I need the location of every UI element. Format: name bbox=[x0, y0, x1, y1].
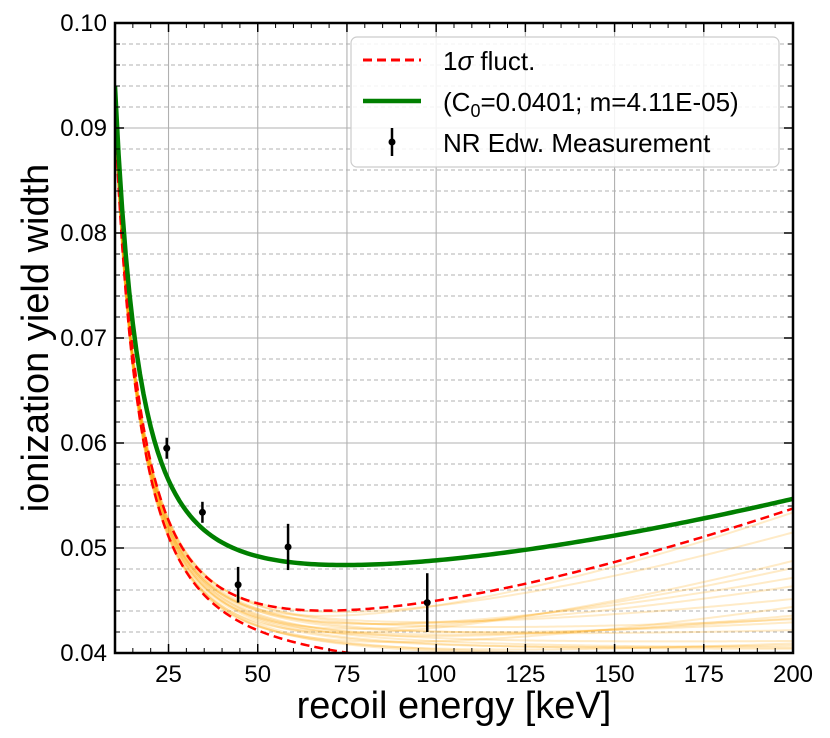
sample-curve bbox=[115, 112, 793, 625]
x-axis-title: recoil energy [keV] bbox=[297, 685, 612, 727]
measurement-point bbox=[423, 599, 431, 607]
y-tick-label: 0.07 bbox=[60, 325, 107, 352]
legend-fit-label: (C0=0.0401; m=4.11E-05) bbox=[443, 87, 739, 121]
sigma-lower-curve bbox=[115, 117, 358, 653]
measurement-points bbox=[163, 437, 431, 632]
y-tick-label: 0.10 bbox=[60, 10, 107, 37]
sample-curve bbox=[115, 114, 793, 636]
sample-curve bbox=[115, 115, 793, 648]
y-tick-label: 0.06 bbox=[60, 430, 107, 457]
sample-curve bbox=[115, 108, 793, 629]
sample-curve bbox=[115, 119, 793, 634]
legend-box bbox=[350, 36, 780, 168]
sigma-upper-curve bbox=[115, 102, 793, 612]
x-tick-label: 125 bbox=[505, 661, 545, 688]
sample-curve bbox=[115, 114, 793, 617]
legend-measurement-label: NR Edw. Measurement bbox=[443, 128, 711, 158]
sample-curve bbox=[115, 112, 793, 643]
measurement-point bbox=[284, 543, 292, 551]
x-tick-label: 50 bbox=[244, 661, 271, 688]
x-tick-label: 200 bbox=[773, 661, 813, 688]
y-tick-label: 0.05 bbox=[60, 535, 107, 562]
sample-curve bbox=[115, 115, 793, 638]
legend: 1σ fluct. (C0=0.0401; m=4.11E-05) NR Edw… bbox=[350, 36, 780, 168]
x-tick-label: 175 bbox=[684, 661, 724, 688]
sample-curve bbox=[115, 114, 793, 650]
sample-curve bbox=[115, 116, 793, 630]
x-tick-label: 100 bbox=[416, 661, 456, 688]
axis-ticks: 25 50 75 100 125 150 175 200 0.04 0.05 0.06 0.07 0.0… bbox=[60, 10, 813, 688]
sample-curve bbox=[115, 109, 793, 623]
sample-curves bbox=[115, 108, 793, 653]
sample-curve bbox=[115, 110, 793, 635]
x-tick-label: 25 bbox=[155, 661, 182, 688]
sample-curve bbox=[115, 110, 793, 614]
legend-sigma-label: 1σ fluct. bbox=[443, 46, 535, 76]
measurement-point bbox=[198, 508, 206, 516]
x-tick-label: 150 bbox=[595, 661, 635, 688]
sample-curve bbox=[115, 111, 793, 634]
y-tick-label: 0.08 bbox=[60, 220, 107, 247]
fit-curve bbox=[115, 86, 793, 568]
sample-curve bbox=[115, 119, 793, 643]
y-axis-title: ionization yield width bbox=[15, 164, 57, 513]
measurement-point bbox=[163, 444, 171, 452]
y-tick-label: 0.09 bbox=[60, 115, 107, 142]
sample-curve bbox=[115, 113, 793, 649]
y-tick-label: 0.04 bbox=[60, 640, 107, 667]
x-tick-label: 75 bbox=[334, 661, 361, 688]
legend-measurement-marker bbox=[388, 138, 396, 146]
sample-curve bbox=[115, 113, 793, 625]
measurement-point bbox=[234, 581, 242, 589]
fit-lines bbox=[115, 86, 793, 653]
